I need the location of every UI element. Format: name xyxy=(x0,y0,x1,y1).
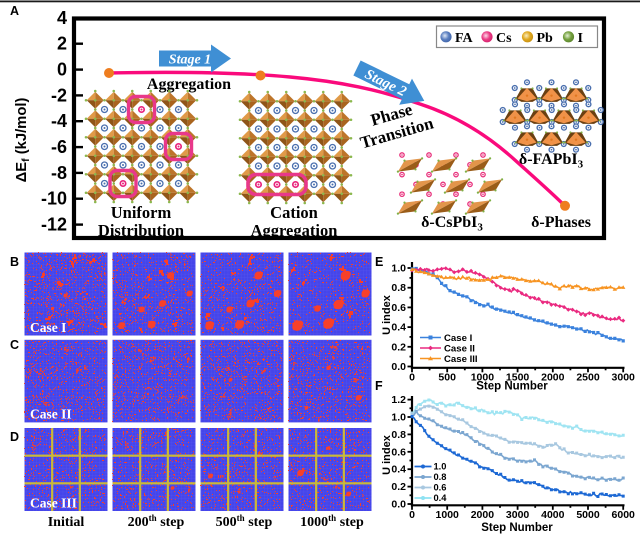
svg-text:Case III: Case III xyxy=(444,354,478,365)
svg-text:1000th step: 1000th step xyxy=(300,513,364,530)
svg-text:1.0: 1.0 xyxy=(391,412,406,424)
svg-text:0.6: 0.6 xyxy=(391,446,406,458)
svg-text:0.4: 0.4 xyxy=(391,322,406,334)
svg-text:ΔEf (kJ/mol): ΔEf (kJ/mol) xyxy=(14,97,32,182)
svg-text:Case I: Case I xyxy=(30,320,66,335)
svg-text:0: 0 xyxy=(409,509,415,521)
svg-text:0.4: 0.4 xyxy=(434,493,448,503)
svg-text:0.6: 0.6 xyxy=(391,302,406,314)
svg-text:1000: 1000 xyxy=(471,371,495,383)
svg-text:6000: 6000 xyxy=(612,509,636,521)
svg-text:Cs: Cs xyxy=(496,31,512,46)
svg-text:-6: -6 xyxy=(51,137,67,157)
svg-text:0: 0 xyxy=(57,60,67,80)
svg-text:4000: 4000 xyxy=(541,509,565,521)
svg-text:Step Number: Step Number xyxy=(481,522,553,534)
svg-text:500: 500 xyxy=(438,371,456,383)
svg-text:B: B xyxy=(10,255,19,269)
svg-text:0.2: 0.2 xyxy=(391,481,406,493)
svg-text:Cation: Cation xyxy=(270,203,318,222)
svg-text:500th step: 500th step xyxy=(216,513,273,530)
svg-text:E: E xyxy=(375,255,383,269)
svg-text:1.0: 1.0 xyxy=(391,263,406,275)
svg-text:Aggregation: Aggregation xyxy=(147,76,231,93)
svg-text:I: I xyxy=(578,31,583,46)
svg-text:-4: -4 xyxy=(51,111,67,131)
svg-text:Uniform: Uniform xyxy=(111,203,172,222)
svg-text:U index: U index xyxy=(381,294,393,335)
svg-text:δ-CsPbI3: δ-CsPbI3 xyxy=(421,214,483,234)
svg-text:0.8: 0.8 xyxy=(391,429,406,441)
svg-text:δ-Phases: δ-Phases xyxy=(531,214,591,231)
svg-text:-8: -8 xyxy=(51,163,67,183)
svg-text:1500: 1500 xyxy=(506,371,530,383)
svg-text:3000: 3000 xyxy=(612,371,636,383)
svg-text:0: 0 xyxy=(409,371,415,383)
svg-text:C: C xyxy=(10,338,19,352)
svg-text:Case I: Case I xyxy=(444,333,473,344)
svg-text:1.0: 1.0 xyxy=(434,462,447,472)
svg-text:U index: U index xyxy=(381,434,393,475)
svg-text:Case II: Case II xyxy=(444,343,475,354)
svg-text:0.6: 0.6 xyxy=(434,483,447,493)
svg-text:Case II: Case II xyxy=(30,407,72,422)
svg-text:F: F xyxy=(375,379,383,393)
svg-text:3000: 3000 xyxy=(506,509,530,521)
svg-text:0.8: 0.8 xyxy=(391,282,406,294)
svg-text:-2: -2 xyxy=(51,85,67,105)
svg-text:FA: FA xyxy=(455,31,474,46)
svg-text:D: D xyxy=(10,430,19,444)
svg-text:200th step: 200th step xyxy=(128,513,185,530)
svg-text:0.4: 0.4 xyxy=(391,464,406,476)
svg-text:0.0: 0.0 xyxy=(391,499,406,511)
svg-text:Pb: Pb xyxy=(537,31,554,46)
svg-text:0.8: 0.8 xyxy=(434,472,447,482)
svg-text:2: 2 xyxy=(57,34,67,54)
svg-text:-10: -10 xyxy=(41,189,67,209)
svg-text:Stage 1: Stage 1 xyxy=(169,53,211,68)
svg-text:0.0: 0.0 xyxy=(391,361,406,373)
svg-text:δ-FAPbI3: δ-FAPbI3 xyxy=(519,151,584,171)
svg-text:Case III: Case III xyxy=(30,496,77,511)
svg-text:Aggregation: Aggregation xyxy=(251,221,338,240)
svg-text:2000: 2000 xyxy=(541,371,565,383)
svg-text:-12: -12 xyxy=(41,215,67,235)
svg-text:2500: 2500 xyxy=(576,371,600,383)
svg-text:Distribution: Distribution xyxy=(98,221,184,240)
svg-text:1000: 1000 xyxy=(436,509,460,521)
svg-text:2000: 2000 xyxy=(471,509,495,521)
svg-text:4: 4 xyxy=(57,8,67,28)
svg-text:1.2: 1.2 xyxy=(391,394,406,406)
svg-text:Step Number: Step Number xyxy=(476,381,548,393)
svg-text:A: A xyxy=(10,4,19,18)
svg-text:5000: 5000 xyxy=(576,509,600,521)
svg-text:Initial: Initial xyxy=(48,515,85,530)
svg-text:0.2: 0.2 xyxy=(391,341,406,353)
